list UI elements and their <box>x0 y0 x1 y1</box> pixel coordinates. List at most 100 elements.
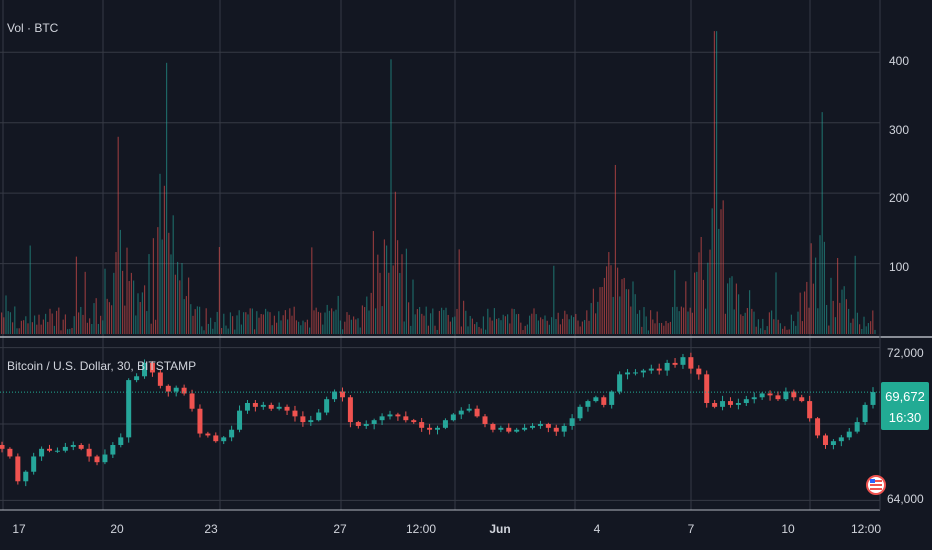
candle-body <box>205 433 211 436</box>
candle-body <box>332 391 338 400</box>
volume-bar <box>443 310 445 334</box>
volume-bar <box>537 320 539 334</box>
volume-bar <box>60 330 62 334</box>
volume-bar <box>62 319 64 334</box>
volume-bar <box>381 306 383 334</box>
volume-bar <box>465 310 467 334</box>
volume-bar <box>760 328 762 334</box>
volume-bar <box>425 306 427 334</box>
volume-bar <box>815 257 817 334</box>
candle-body <box>347 397 353 423</box>
volume-bar <box>702 279 704 334</box>
volume-bar <box>361 305 363 334</box>
volume-bar <box>601 286 603 334</box>
volume-bar <box>339 320 341 334</box>
candle-body <box>54 450 60 452</box>
volume-bar <box>491 320 493 334</box>
last-price-badge[interactable]: 69,672 16:30 <box>881 382 929 430</box>
volume-bar <box>289 308 291 334</box>
candle-body <box>324 399 330 413</box>
volume-bar <box>667 323 669 334</box>
volume-bar <box>315 307 317 334</box>
candle-body <box>743 399 749 403</box>
volume-bar <box>293 306 295 334</box>
candle-body <box>70 445 76 447</box>
price-pane-title[interactable]: Bitcoin / U.S. Dollar, 30, BITSTAMP <box>7 359 196 373</box>
volume-bar <box>511 308 513 334</box>
volume-bar <box>181 262 183 334</box>
volume-bar <box>5 295 7 334</box>
volume-bar <box>245 312 247 334</box>
volume-bar <box>518 313 520 334</box>
volume-bar <box>689 307 691 334</box>
candle-body <box>537 424 543 426</box>
volume-bar <box>196 306 198 334</box>
candle-body <box>15 456 21 482</box>
volume-bar <box>656 311 658 334</box>
volume-bar <box>592 288 594 334</box>
candle-body <box>490 424 496 430</box>
volume-bar <box>696 271 698 334</box>
volume-bar <box>650 310 652 334</box>
volume-bar <box>240 324 242 334</box>
volume-bar <box>18 328 20 334</box>
volume-bar <box>47 321 49 334</box>
volume-bar <box>507 314 509 334</box>
candle-body <box>229 429 235 438</box>
volume-bar <box>166 62 168 335</box>
volume-axis-tick: 100 <box>889 260 909 274</box>
volume-bar <box>335 309 337 334</box>
volume-bar <box>850 322 852 334</box>
volume-bar <box>12 322 14 334</box>
volume-bar <box>397 240 399 334</box>
candle-body <box>268 404 274 409</box>
volume-bar <box>458 249 460 334</box>
volume-bar <box>793 321 795 334</box>
volume-bar <box>775 272 777 334</box>
candle-body <box>720 401 726 407</box>
candle-body <box>506 427 512 432</box>
volume-bar <box>762 318 764 334</box>
volume-bar <box>452 317 454 334</box>
volume-bar <box>740 314 742 334</box>
volume-bar <box>454 316 456 334</box>
volume-bar <box>852 318 854 334</box>
volume-bar <box>45 313 47 334</box>
candle-body <box>640 370 646 373</box>
volume-bar <box>617 267 619 334</box>
volume-bar <box>93 303 95 334</box>
volume-bar <box>69 328 71 334</box>
volume-bar <box>377 254 379 334</box>
volume-bar <box>355 319 357 334</box>
price-axis-tick: 64,000 <box>887 492 924 506</box>
volume-bar <box>20 320 22 334</box>
volume-bar <box>821 112 823 334</box>
volume-bar <box>344 321 346 334</box>
volume-pane-title[interactable]: Vol · BTC <box>7 21 59 35</box>
volume-bar <box>126 247 128 334</box>
volume-bar <box>612 296 614 334</box>
volume-bar <box>826 304 828 334</box>
volume-bar <box>874 329 876 334</box>
candle-body <box>783 391 789 400</box>
us-flag-icon[interactable] <box>866 475 886 495</box>
volume-bar <box>575 313 577 334</box>
volume-bar <box>790 314 792 334</box>
candle-body <box>759 393 765 398</box>
candle-body <box>870 392 876 405</box>
volume-bar <box>9 312 11 334</box>
volume-bar <box>394 191 396 334</box>
candle-body <box>704 374 710 403</box>
volume-bar <box>691 312 693 334</box>
volume-bar <box>207 323 209 334</box>
candle-body <box>134 376 140 381</box>
candle-body <box>648 368 654 371</box>
candle-body <box>149 362 155 373</box>
candle-body <box>78 445 84 449</box>
volume-bar <box>405 248 407 334</box>
volume-bar <box>229 312 231 334</box>
candle-body <box>126 380 132 438</box>
volume-bar <box>148 254 150 334</box>
volume-bar <box>504 316 506 334</box>
volume-bar <box>27 323 29 334</box>
